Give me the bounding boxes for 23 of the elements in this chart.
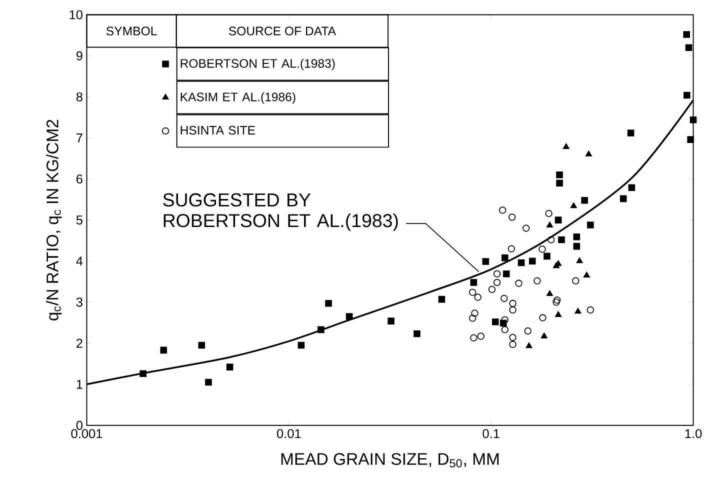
y-tick-label: 8: [76, 92, 82, 102]
x-tick-label: 1.0: [685, 429, 702, 438]
legend-label: HSINTA SITE: [180, 126, 255, 135]
legend-label: ROBERTSON ET AL.(1983): [180, 58, 335, 70]
y-tick-label: 7: [76, 133, 82, 142]
y-tick-label: 5: [76, 215, 82, 224]
x-tick-label: 0.1: [482, 429, 500, 438]
y-tick-label: 10: [70, 10, 82, 20]
y-tick-label: 1: [76, 380, 82, 389]
annotation: SUGGESTED BY ROBERTSON ET AL.(1983): [163, 193, 398, 231]
y-axis-title: q$_{c}$/N RATIO, q$_{c}$ IN KG/CM2: [46, 120, 62, 320]
y-tick-label: 9: [76, 51, 82, 60]
x-tick-label: 0.001: [71, 429, 102, 438]
legend-title: SOURCE OF DATA: [228, 26, 336, 36]
annotation: SYMBOL: [106, 26, 157, 36]
y-tick-label: 6: [76, 174, 82, 184]
x-tick-label: 0.01: [276, 429, 301, 438]
y-tick-label: 3: [76, 298, 82, 307]
y-tick-label: 0: [76, 420, 82, 430]
x-axis-title: MEAD GRAIN SIZE, D$_{50}$, MM: [281, 453, 499, 468]
legend-label: KASIM ET AL.(1986): [180, 92, 296, 104]
y-tick-label: 4: [76, 256, 83, 266]
y-tick-label: 2: [76, 338, 82, 348]
